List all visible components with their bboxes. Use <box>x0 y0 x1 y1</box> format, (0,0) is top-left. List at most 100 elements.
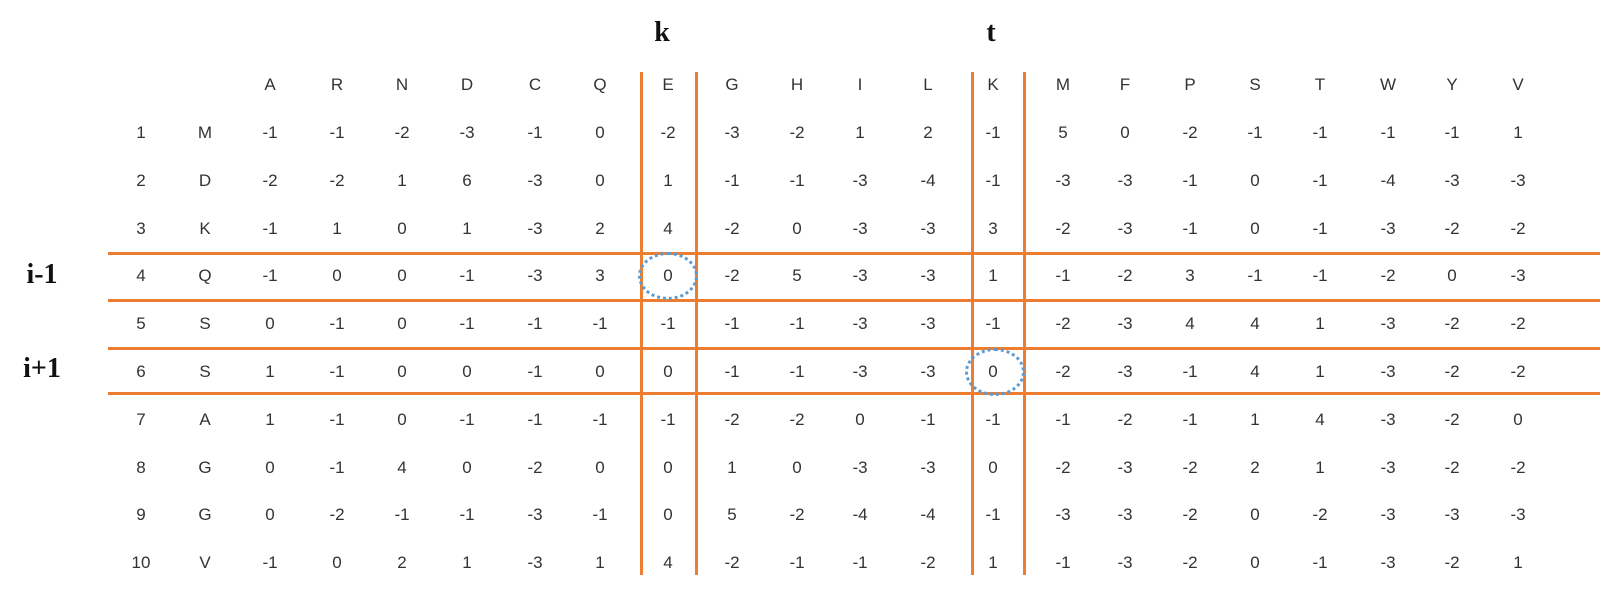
matrix-cell: 3 <box>988 218 998 238</box>
matrix-cell: -3 <box>527 170 543 190</box>
matrix-cell: -2 <box>1510 457 1526 477</box>
row-residue: Q <box>198 266 212 286</box>
matrix-cell: -1 <box>1312 170 1328 190</box>
matrix-cell: -1 <box>1247 266 1263 286</box>
row-residue: S <box>199 362 211 381</box>
column-highlight-line <box>695 72 698 575</box>
matrix-cell: 0 <box>1120 123 1130 142</box>
matrix-cell: -3 <box>1117 218 1133 238</box>
matrix-cell: -2 <box>1444 314 1460 334</box>
matrix-cell: 0 <box>1447 266 1457 286</box>
label-i-minus-1: i-1 <box>26 259 58 290</box>
row-number: 7 <box>136 409 146 429</box>
matrix-cell: -2 <box>1444 409 1460 429</box>
matrix-cell: 5 <box>1058 123 1068 142</box>
matrix-cell: -1 <box>724 362 740 381</box>
column-header: K <box>987 75 999 94</box>
matrix-cell: -1 <box>459 505 475 525</box>
row-highlight-line <box>108 392 1600 395</box>
column-header: A <box>264 75 276 94</box>
matrix-cell: 5 <box>727 505 737 525</box>
matrix-cell: 0 <box>1250 218 1260 238</box>
matrix-cell: -3 <box>920 266 936 286</box>
matrix-cell: -2 <box>1182 553 1198 573</box>
column-header: Y <box>1446 75 1458 94</box>
row-number: 10 <box>131 553 151 573</box>
matrix-cell: -3 <box>920 362 936 381</box>
column-header: W <box>1379 75 1397 94</box>
matrix-cell: -2 <box>1444 362 1460 381</box>
matrix-cell: 1 <box>462 553 472 573</box>
matrix-cell: 5 <box>792 266 802 286</box>
matrix-cell: -3 <box>527 218 543 238</box>
row-number: 6 <box>136 362 146 381</box>
matrix-cell: -2 <box>1510 362 1526 381</box>
column-highlight-line <box>1023 72 1026 575</box>
matrix-cell: -2 <box>329 505 345 525</box>
matrix-cell: -3 <box>1510 266 1526 286</box>
matrix-cell: -1 <box>1312 553 1328 573</box>
matrix-cell: -3 <box>1444 170 1460 190</box>
matrix-cell: -2 <box>660 123 676 142</box>
matrix-cell: 1 <box>988 266 998 286</box>
matrix-cell: -1 <box>1182 170 1198 190</box>
matrix-cell: -1 <box>1055 409 1071 429</box>
matrix-cell: -1 <box>1312 123 1328 142</box>
column-header: V <box>1512 75 1524 94</box>
matrix-cell: -1 <box>459 314 475 334</box>
matrix-cell: -3 <box>1380 505 1396 525</box>
matrix-cell: -3 <box>527 505 543 525</box>
matrix-cell: -1 <box>329 314 345 334</box>
label-k: k <box>654 17 670 48</box>
matrix-cell: -1 <box>592 505 608 525</box>
matrix-cell: -4 <box>1380 170 1396 190</box>
matrix-cell: 0 <box>397 266 407 286</box>
matrix-cell: 1 <box>1315 362 1325 381</box>
matrix-cell: -2 <box>789 123 805 142</box>
matrix-cell: -2 <box>724 266 740 286</box>
matrix-cell: -2 <box>262 170 278 190</box>
matrix-cell: -3 <box>852 362 868 381</box>
matrix-cell: -1 <box>329 362 345 381</box>
row-residue: K <box>199 218 211 238</box>
row-number: 1 <box>136 123 146 142</box>
matrix-cell: -3 <box>920 218 936 238</box>
matrix-cell: 0 <box>332 266 342 286</box>
dotted-circle-highlight <box>638 252 698 301</box>
matrix-cell: 2 <box>595 218 605 238</box>
matrix-cell: 1 <box>265 362 275 381</box>
matrix-cell: -3 <box>1117 362 1133 381</box>
matrix-cell: 4 <box>663 553 673 573</box>
matrix-cell: -1 <box>1055 553 1071 573</box>
matrix-cell: 0 <box>397 409 407 429</box>
matrix-cell: -3 <box>1117 170 1133 190</box>
matrix-cell: -1 <box>789 170 805 190</box>
matrix-cell: -3 <box>1444 505 1460 525</box>
matrix-cell: -3 <box>527 266 543 286</box>
matrix-cell: 0 <box>1250 170 1260 190</box>
matrix-cell: -1 <box>920 409 936 429</box>
matrix-cell: -1 <box>789 362 805 381</box>
matrix-cell: -2 <box>724 553 740 573</box>
column-header: F <box>1119 75 1131 94</box>
matrix-cell: 0 <box>1250 505 1260 525</box>
matrix-cell: 0 <box>595 457 605 477</box>
matrix-cell: -3 <box>1380 409 1396 429</box>
matrix-cell: -2 <box>1055 362 1071 381</box>
column-highlight-line <box>971 72 974 575</box>
matrix-cell: -3 <box>459 123 475 142</box>
matrix-cell: -1 <box>724 314 740 334</box>
matrix-cell: -1 <box>329 123 345 142</box>
matrix-cell: -3 <box>852 266 868 286</box>
matrix-cell: 4 <box>1185 314 1195 334</box>
matrix-cell: -3 <box>1380 314 1396 334</box>
matrix-cell: -2 <box>527 457 543 477</box>
matrix-cell: -1 <box>660 314 676 334</box>
matrix-cell: -2 <box>1380 266 1396 286</box>
matrix-cell: -3 <box>920 457 936 477</box>
matrix-cell: 0 <box>332 553 342 573</box>
matrix-cell: -1 <box>789 314 805 334</box>
matrix-cell: -3 <box>1117 553 1133 573</box>
row-residue: D <box>198 170 212 190</box>
matrix-cell: -2 <box>1182 123 1198 142</box>
